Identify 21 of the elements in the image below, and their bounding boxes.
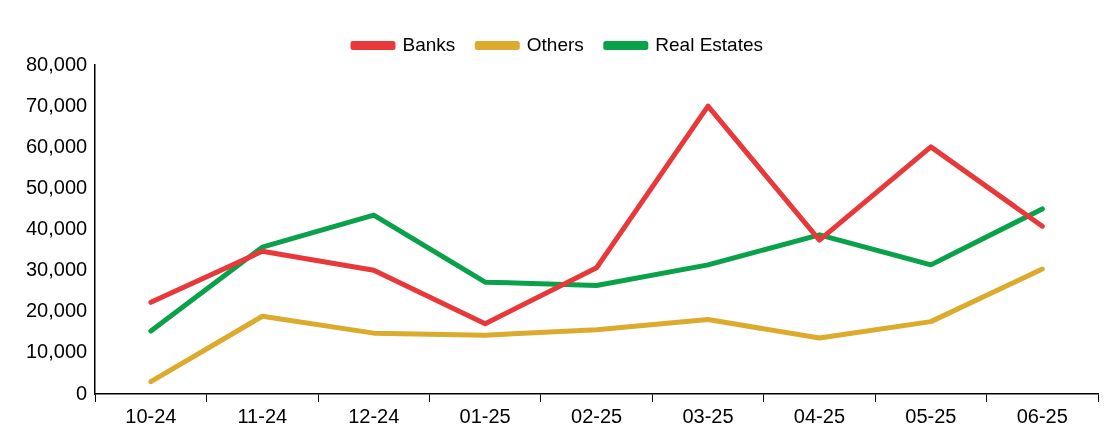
y-tick-label: 50,000 (26, 175, 88, 198)
x-tick-label: 06-25 (1016, 404, 1068, 427)
y-tick-label: 10,000 (26, 340, 88, 363)
legend-label: Banks (402, 33, 456, 55)
y-tick-label: 70,000 (26, 93, 88, 116)
legend-label: Others (526, 33, 584, 55)
legend-label: Real Estates (655, 33, 764, 55)
x-tick-label: 10-24 (125, 404, 177, 427)
x-tick-label: 04-25 (793, 404, 846, 427)
x-tick-label: 02-25 (571, 404, 623, 427)
x-tick-label: 11-24 (237, 404, 288, 427)
x-tick-label: 03-25 (682, 404, 734, 427)
y-tick-label: 40,000 (26, 217, 88, 240)
x-tick-label: 01-25 (459, 404, 511, 427)
x-tick-label: 05-25 (905, 404, 957, 427)
y-tick-label: 20,000 (26, 299, 88, 322)
y-tick-label: 30,000 (26, 258, 88, 281)
x-tick-label: 12-24 (348, 404, 400, 427)
y-tick-label: 60,000 (26, 134, 88, 157)
y-tick-label: 80,000 (26, 52, 88, 75)
y-tick-label: 0 (76, 381, 88, 404)
